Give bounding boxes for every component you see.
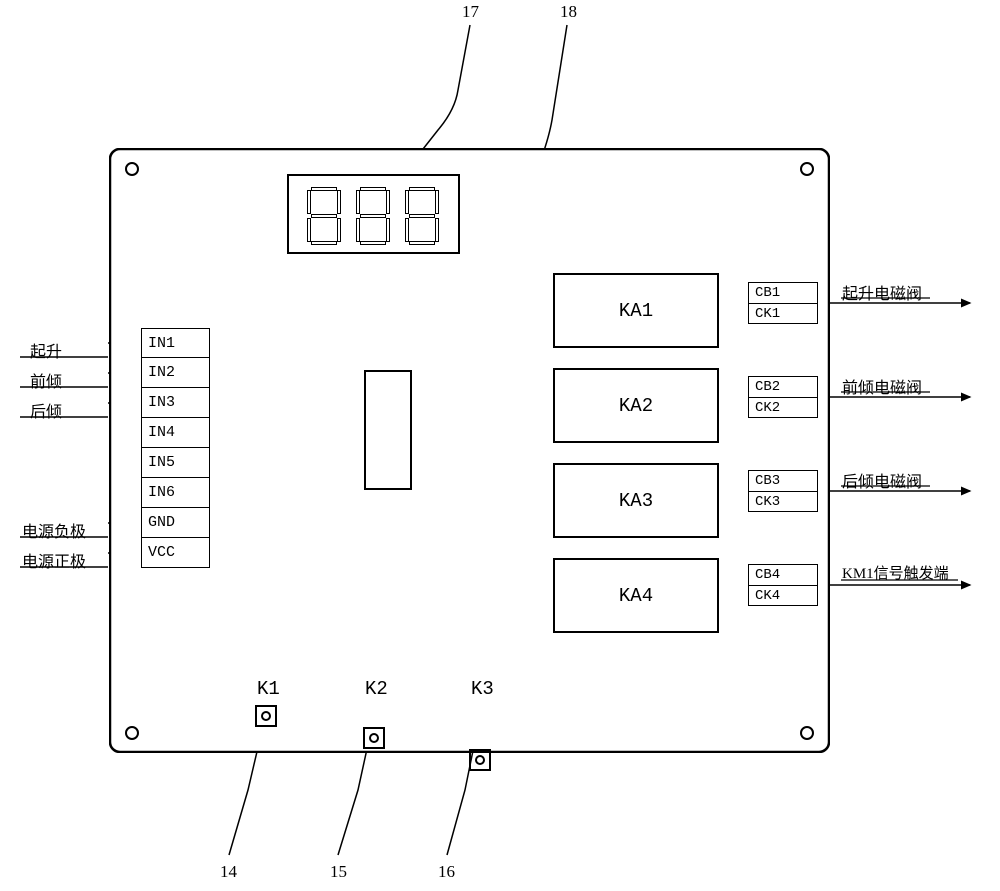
button-k2-label: K2 [365, 678, 388, 700]
ext-label-gnd: 电源负极 [22, 518, 86, 542]
screw-bl [125, 726, 139, 740]
input-in4: IN4 [141, 418, 210, 448]
input-vcc: VCC [141, 538, 210, 568]
callout-15-label: 15 [330, 862, 347, 882]
input-gnd: GND [141, 508, 210, 538]
input-in5: IN5 [141, 448, 210, 478]
button-k2[interactable] [363, 727, 385, 749]
ext-label-in3: 后倾 [30, 398, 62, 422]
output-pair-2: CB2 CK2 [748, 376, 818, 418]
ext-label-out4: KM1信号触发端 [842, 562, 949, 583]
relay-ka2-label: KA2 [619, 395, 653, 417]
out-ck2: CK2 [749, 397, 817, 417]
ext-label-out2: 前倾电磁阀 [842, 374, 922, 398]
screw-br [800, 726, 814, 740]
relay-ka3: KA3 [553, 463, 719, 538]
button-k1[interactable] [255, 705, 277, 727]
relay-ka3-label: KA3 [619, 490, 653, 512]
relay-ka2: KA2 [553, 368, 719, 443]
screw-tr [800, 162, 814, 176]
ext-label-vcc: 电源正极 [22, 548, 86, 572]
out-cb3: CB3 [749, 471, 817, 491]
seg-digit-1 [307, 187, 341, 245]
callout-16-label: 16 [438, 862, 455, 882]
seg-digit-3 [405, 187, 439, 245]
input-in6: IN6 [141, 478, 210, 508]
output-pair-3: CB3 CK3 [748, 470, 818, 512]
relay-ka1: KA1 [553, 273, 719, 348]
relay-ka4: KA4 [553, 558, 719, 633]
input-in1: IN1 [141, 328, 210, 358]
button-k3[interactable] [469, 749, 491, 771]
input-in2: IN2 [141, 358, 210, 388]
input-terminal-block: IN1 IN2 IN3 IN4 IN5 IN6 GND VCC [141, 328, 210, 568]
relay-ka4-label: KA4 [619, 585, 653, 607]
screw-tl [125, 162, 139, 176]
out-cb4: CB4 [749, 565, 817, 585]
out-cb2: CB2 [749, 377, 817, 397]
button-k1-label: K1 [257, 678, 280, 700]
board-outline [109, 148, 830, 753]
out-ck3: CK3 [749, 491, 817, 511]
ext-label-out1: 起升电磁阀 [842, 280, 922, 304]
output-pair-1: CB1 CK1 [748, 282, 818, 324]
mcu-chip [364, 370, 412, 490]
input-in3: IN3 [141, 388, 210, 418]
callout-14-label: 14 [220, 862, 237, 882]
output-pair-4: CB4 CK4 [748, 564, 818, 606]
out-ck4: CK4 [749, 585, 817, 605]
ext-label-out3: 后倾电磁阀 [842, 468, 922, 492]
out-ck1: CK1 [749, 303, 817, 323]
ext-label-in1: 起升 [30, 338, 62, 362]
button-k3-label: K3 [471, 678, 494, 700]
ext-label-in2: 前倾 [30, 368, 62, 392]
relay-ka1-label: KA1 [619, 300, 653, 322]
seg-digit-2 [356, 187, 390, 245]
out-cb1: CB1 [749, 283, 817, 303]
display-block [287, 174, 460, 254]
